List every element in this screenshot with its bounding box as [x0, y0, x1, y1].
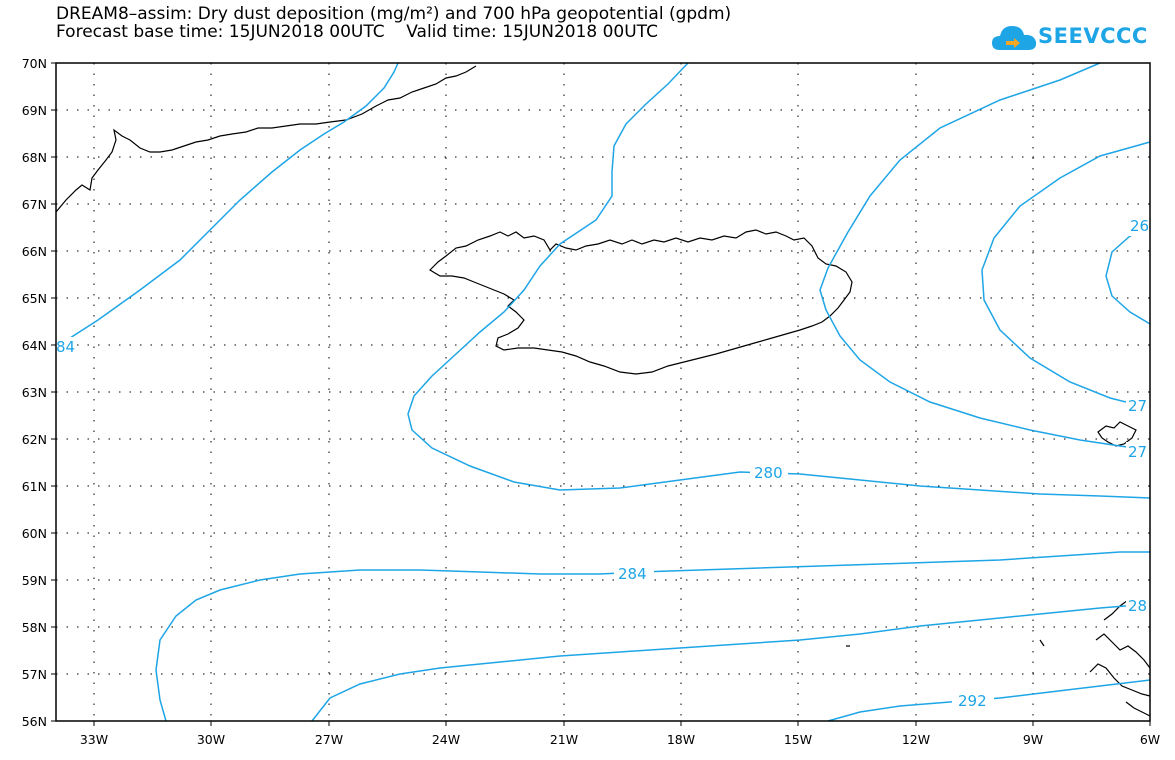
lon-label: 18W	[667, 732, 695, 747]
lon-label: 24W	[432, 732, 460, 747]
contour-label-284: 284	[618, 565, 647, 583]
lat-label: 60N	[22, 526, 47, 541]
lon-label: 27W	[315, 732, 343, 747]
lat-label: 63N	[22, 385, 47, 400]
lon-label: 21W	[550, 732, 578, 747]
cloud-icon	[992, 26, 1037, 50]
seevccc-logo: SEEVCCC	[990, 18, 1147, 58]
lat-labels: 70N 69N 68N 67N 66N 65N 64N 63N 62N 61N …	[22, 56, 47, 729]
iceland-coast	[429, 229, 853, 375]
contour-label-288: 28	[1128, 597, 1147, 615]
contour-label-84: 84	[56, 338, 75, 356]
faroe-islands	[1097, 421, 1137, 447]
contour-268	[1105, 227, 1151, 325]
contour-labels: 84 280 284 28 292 26 27 27	[52, 216, 1150, 712]
lon-label: 30W	[197, 732, 225, 747]
contour-label-276: 27	[1128, 443, 1147, 461]
lat-label: 66N	[22, 244, 47, 259]
contour-label-280: 280	[754, 464, 783, 482]
lon-label: 12W	[902, 732, 930, 747]
contour-288	[311, 603, 1151, 722]
contour-284	[155, 551, 1150, 722]
lat-label: 62N	[22, 432, 47, 447]
lon-label: 6W	[1140, 732, 1160, 747]
geopotential-contours	[55, 62, 1151, 722]
contour-label-272: 27	[1128, 397, 1147, 415]
contour-272	[981, 141, 1151, 409]
shetland-dot	[1039, 639, 1045, 647]
chart-subtitle-times: Forecast base time: 15JUN2018 00UTC Vali…	[56, 22, 658, 42]
lat-label: 58N	[22, 620, 47, 635]
lat-label: 61N	[22, 479, 47, 494]
lat-label: 56N	[22, 714, 47, 729]
contour-276-east	[819, 62, 1151, 451]
lat-label: 70N	[22, 56, 47, 71]
contour-276-west	[55, 62, 399, 348]
contour-label-268: 26	[1130, 217, 1149, 235]
lat-label: 59N	[22, 573, 47, 588]
lat-label: 57N	[22, 667, 47, 682]
lat-label: 67N	[22, 197, 47, 212]
lat-label: 68N	[22, 150, 47, 165]
logo-text: SEEVCCC	[1038, 24, 1148, 48]
lon-labels: 33W 30W 27W 24W 21W 18W 15W 12W 9W 6W	[80, 732, 1160, 747]
grid-lines	[56, 63, 1150, 721]
coastlines	[55, 65, 1151, 717]
contour-label-292: 292	[958, 692, 987, 710]
lon-label: 15W	[784, 732, 812, 747]
greenland-coast	[55, 65, 477, 213]
chart-title: DREAM8–assim: Dry dust deposition (mg/m²…	[56, 4, 732, 24]
lon-label: 9W	[1023, 732, 1043, 747]
lon-label: 33W	[80, 732, 108, 747]
lat-label: 64N	[22, 338, 47, 353]
lat-label: 69N	[22, 103, 47, 118]
lat-label: 65N	[22, 291, 47, 306]
contour-trough	[407, 62, 1151, 499]
axis-ticks	[51, 62, 1151, 726]
